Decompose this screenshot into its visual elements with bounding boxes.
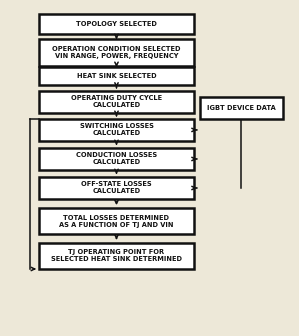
FancyBboxPatch shape bbox=[39, 208, 194, 235]
FancyBboxPatch shape bbox=[200, 97, 283, 119]
FancyBboxPatch shape bbox=[39, 243, 194, 269]
Text: SWITCHING LOSSES
CALCULATED: SWITCHING LOSSES CALCULATED bbox=[80, 123, 153, 136]
FancyBboxPatch shape bbox=[39, 39, 194, 66]
FancyBboxPatch shape bbox=[39, 67, 194, 85]
Text: OFF-STATE LOSSES
CALCULATED: OFF-STATE LOSSES CALCULATED bbox=[81, 181, 152, 195]
Text: TJ OPERATING POINT FOR
SELECTED HEAT SINK DETERMINED: TJ OPERATING POINT FOR SELECTED HEAT SIN… bbox=[51, 249, 182, 262]
FancyBboxPatch shape bbox=[39, 148, 194, 170]
Text: OPERATING DUTY CYCLE
CALCULATED: OPERATING DUTY CYCLE CALCULATED bbox=[71, 95, 162, 108]
Text: TOTAL LOSSES DETERMINED
AS A FUNCTION OF TJ AND VIN: TOTAL LOSSES DETERMINED AS A FUNCTION OF… bbox=[59, 215, 174, 228]
Text: CONDUCTION LOSSES
CALCULATED: CONDUCTION LOSSES CALCULATED bbox=[76, 153, 157, 165]
FancyBboxPatch shape bbox=[39, 119, 194, 141]
Text: HEAT SINK SELECTED: HEAT SINK SELECTED bbox=[77, 73, 156, 79]
Text: TOPOLOGY SELECTED: TOPOLOGY SELECTED bbox=[76, 22, 157, 28]
FancyBboxPatch shape bbox=[39, 177, 194, 199]
FancyBboxPatch shape bbox=[39, 91, 194, 113]
FancyBboxPatch shape bbox=[39, 14, 194, 35]
Text: IGBT DEVICE DATA: IGBT DEVICE DATA bbox=[207, 105, 276, 111]
Text: OPERATION CONDITION SELECTED
VIN RANGE, POWER, FREQUENCY: OPERATION CONDITION SELECTED VIN RANGE, … bbox=[52, 46, 181, 59]
